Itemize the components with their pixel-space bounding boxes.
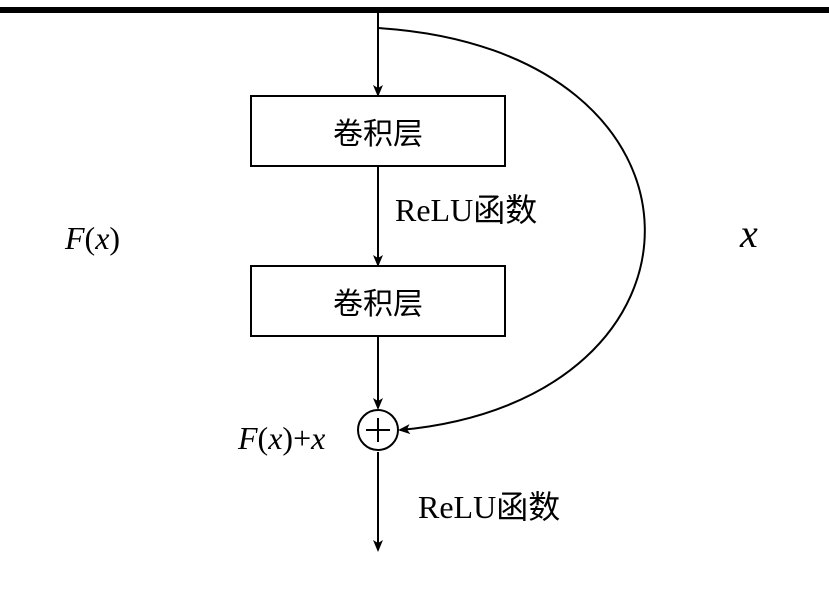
conv-layer-2-box: 卷积层 <box>250 265 506 337</box>
relu1-label: ReLU函数 <box>395 185 537 231</box>
conv-layer-1-box: 卷积层 <box>250 95 506 167</box>
conv-layer-2-label: 卷积层 <box>333 279 423 323</box>
conv-layer-1-label: 卷积层 <box>333 109 423 153</box>
fx-label: F(x) <box>65 220 120 257</box>
relu2-label: ReLU函数 <box>418 482 560 528</box>
x-label: x <box>740 210 758 257</box>
fx-plus-x-label: F(x)+x <box>238 420 325 457</box>
